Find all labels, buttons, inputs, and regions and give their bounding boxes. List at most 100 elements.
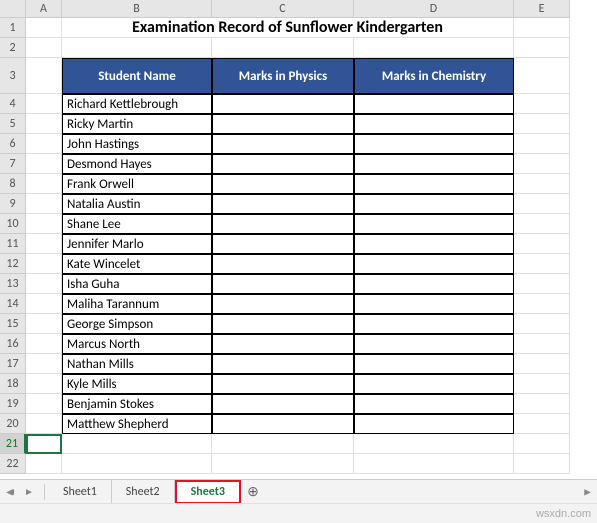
cell-e18[interactable] bbox=[514, 374, 570, 394]
cell-b14[interactable]: Maliha Tarannum bbox=[62, 294, 212, 314]
cell-c17[interactable] bbox=[212, 354, 354, 374]
sheet-tab-sheet3[interactable]: Sheet3 bbox=[175, 480, 241, 504]
cell-e19[interactable] bbox=[514, 394, 570, 414]
hscroll-right-icon[interactable]: ► bbox=[582, 485, 593, 498]
row-header-4[interactable]: 4 bbox=[0, 94, 26, 114]
cell-b18[interactable]: Kyle Mills bbox=[62, 374, 212, 394]
cell-a3[interactable] bbox=[26, 58, 62, 94]
cell-b15[interactable]: George Simpson bbox=[62, 314, 212, 334]
column-header-e[interactable]: E bbox=[514, 0, 570, 18]
cell-a7[interactable] bbox=[26, 154, 62, 174]
cell-d21[interactable] bbox=[354, 434, 514, 454]
cell-a5[interactable] bbox=[26, 114, 62, 134]
cell-e1[interactable] bbox=[514, 18, 570, 38]
cell-c21[interactable] bbox=[212, 434, 354, 454]
row-header-21[interactable]: 21 bbox=[0, 434, 26, 454]
cell-c8[interactable] bbox=[212, 174, 354, 194]
cell-c12[interactable] bbox=[212, 254, 354, 274]
cell-e5[interactable] bbox=[514, 114, 570, 134]
cell-a1[interactable] bbox=[26, 18, 62, 38]
row-header-6[interactable]: 6 bbox=[0, 134, 26, 154]
cell-d15[interactable] bbox=[354, 314, 514, 334]
column-header-c[interactable]: C bbox=[212, 0, 354, 18]
row-header-8[interactable]: 8 bbox=[0, 174, 26, 194]
cell-c6[interactable] bbox=[212, 134, 354, 154]
column-header-a[interactable]: A bbox=[26, 0, 62, 18]
cell-a22[interactable] bbox=[26, 454, 62, 474]
cell-a2[interactable] bbox=[26, 38, 62, 58]
cell-d8[interactable] bbox=[354, 174, 514, 194]
cell-e12[interactable] bbox=[514, 254, 570, 274]
cell-e2[interactable] bbox=[514, 38, 570, 58]
row-header-11[interactable]: 11 bbox=[0, 234, 26, 254]
cell-c16[interactable] bbox=[212, 334, 354, 354]
cell-b12[interactable]: Kate Wincelet bbox=[62, 254, 212, 274]
cell-e3[interactable] bbox=[514, 58, 570, 94]
cell-b2[interactable] bbox=[62, 38, 212, 58]
cell-b6[interactable]: John Hastings bbox=[62, 134, 212, 154]
row-header-9[interactable]: 9 bbox=[0, 194, 26, 214]
cell-e11[interactable] bbox=[514, 234, 570, 254]
cell-b20[interactable]: Matthew Shepherd bbox=[62, 414, 212, 434]
cell-b9[interactable]: Natalia Austin bbox=[62, 194, 212, 214]
cell-a12[interactable] bbox=[26, 254, 62, 274]
column-header-b[interactable]: B bbox=[62, 0, 212, 18]
cell-c13[interactable] bbox=[212, 274, 354, 294]
cell-d3[interactable]: Marks in Chemistry bbox=[354, 58, 514, 94]
cell-e7[interactable] bbox=[514, 154, 570, 174]
cell-d17[interactable] bbox=[354, 354, 514, 374]
row-header-14[interactable]: 14 bbox=[0, 294, 26, 314]
cell-c7[interactable] bbox=[212, 154, 354, 174]
cell-b22[interactable] bbox=[62, 454, 212, 474]
cell-a9[interactable] bbox=[26, 194, 62, 214]
row-header-1[interactable]: 1 bbox=[0, 18, 26, 38]
cell-d13[interactable] bbox=[354, 274, 514, 294]
cell-e8[interactable] bbox=[514, 174, 570, 194]
cell-a4[interactable] bbox=[26, 94, 62, 114]
select-all-corner[interactable] bbox=[0, 0, 26, 18]
cell-b13[interactable]: Isha Guha bbox=[62, 274, 212, 294]
cell-c22[interactable] bbox=[212, 454, 354, 474]
cell-b10[interactable]: Shane Lee bbox=[62, 214, 212, 234]
cell-a10[interactable] bbox=[26, 214, 62, 234]
row-header-13[interactable]: 13 bbox=[0, 274, 26, 294]
cell-d9[interactable] bbox=[354, 194, 514, 214]
cell-d2[interactable] bbox=[354, 38, 514, 58]
row-header-7[interactable]: 7 bbox=[0, 154, 26, 174]
cell-c11[interactable] bbox=[212, 234, 354, 254]
row-header-2[interactable]: 2 bbox=[0, 38, 26, 58]
row-header-12[interactable]: 12 bbox=[0, 254, 26, 274]
cell-b7[interactable]: Desmond Hayes bbox=[62, 154, 212, 174]
cell-b4[interactable]: Richard Kettlebrough bbox=[62, 94, 212, 114]
cell-a19[interactable] bbox=[26, 394, 62, 414]
row-header-10[interactable]: 10 bbox=[0, 214, 26, 234]
cell-b5[interactable]: Ricky Martin bbox=[62, 114, 212, 134]
cell-d14[interactable] bbox=[354, 294, 514, 314]
cell-c5[interactable] bbox=[212, 114, 354, 134]
cell-c15[interactable] bbox=[212, 314, 354, 334]
cell-d6[interactable] bbox=[354, 134, 514, 154]
cell-c10[interactable] bbox=[212, 214, 354, 234]
cell-e17[interactable] bbox=[514, 354, 570, 374]
cell-e22[interactable] bbox=[514, 454, 570, 474]
cell-a14[interactable] bbox=[26, 294, 62, 314]
cell-e4[interactable] bbox=[514, 94, 570, 114]
cell-b3[interactable]: Student Name bbox=[62, 58, 212, 94]
cell-c19[interactable] bbox=[212, 394, 354, 414]
cell-c20[interactable] bbox=[212, 414, 354, 434]
row-header-15[interactable]: 15 bbox=[0, 314, 26, 334]
cell-a11[interactable] bbox=[26, 234, 62, 254]
row-header-5[interactable]: 5 bbox=[0, 114, 26, 134]
cell-d19[interactable] bbox=[354, 394, 514, 414]
cell-a8[interactable] bbox=[26, 174, 62, 194]
cell-d12[interactable] bbox=[354, 254, 514, 274]
row-header-16[interactable]: 16 bbox=[0, 334, 26, 354]
cell-c18[interactable] bbox=[212, 374, 354, 394]
cell-b21[interactable] bbox=[62, 434, 212, 454]
row-header-3[interactable]: 3 bbox=[0, 58, 26, 94]
cell-e16[interactable] bbox=[514, 334, 570, 354]
cell-d5[interactable] bbox=[354, 114, 514, 134]
cell-e20[interactable] bbox=[514, 414, 570, 434]
cell-e9[interactable] bbox=[514, 194, 570, 214]
row-header-18[interactable]: 18 bbox=[0, 374, 26, 394]
